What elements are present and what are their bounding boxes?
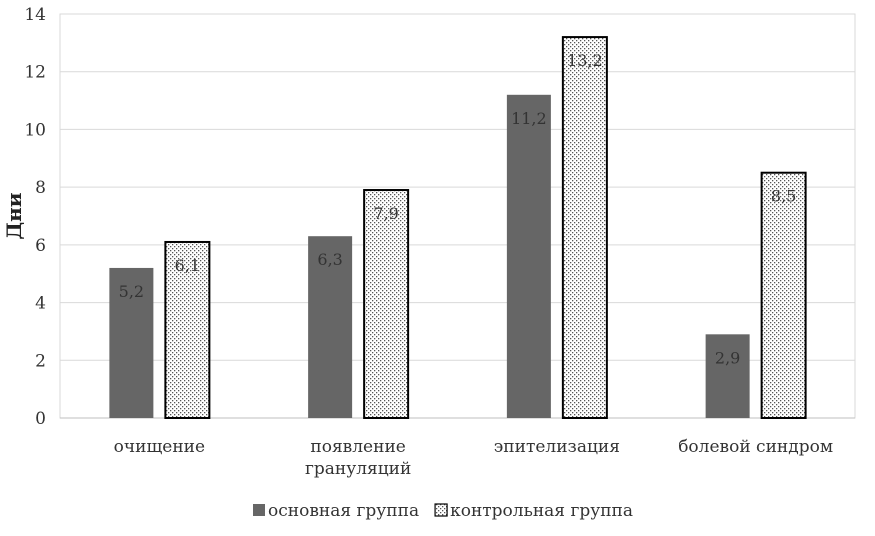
bar-kontrolnaya [760, 171, 807, 419]
y-tick-label: 0 [35, 409, 46, 429]
data-label: 8,5 [771, 187, 796, 206]
category-label: болевой синдром [678, 437, 833, 457]
y-tick-label: 8 [35, 178, 46, 198]
bars-group: 5,2 6,1 6,3 7,9 11,2 13,2 2,9 8,5 [109, 36, 807, 419]
legend: основная группа контрольная группа [253, 501, 633, 521]
legend-label: основная группа [268, 501, 419, 521]
bar-kontrolnaya [164, 240, 211, 419]
y-tick-label: 4 [35, 294, 46, 314]
category-label: очищение [114, 437, 205, 457]
data-label: 6,3 [317, 250, 342, 269]
legend-swatch-osnovnaya [253, 504, 265, 516]
bar-kontrolnaya [363, 189, 410, 419]
data-label: 11,2 [511, 109, 547, 128]
data-label: 13,2 [567, 51, 603, 70]
legend-label: контрольная группа [450, 501, 633, 521]
bar-osnovnaya [506, 94, 551, 419]
category-label: грануляций [305, 459, 411, 479]
legend-swatch-kontrolnaya [434, 503, 448, 517]
data-label: 7,9 [373, 204, 398, 223]
y-tick-label: 2 [35, 351, 46, 371]
y-tick-label: 12 [24, 63, 46, 83]
data-label: 2,9 [715, 348, 740, 367]
y-tick-label: 14 [24, 5, 46, 25]
y-axis-ticks: 0 2 4 6 8 10 12 14 [24, 5, 46, 429]
data-label: 6,1 [175, 256, 200, 275]
y-tick-label: 6 [35, 236, 46, 256]
bar-kontrolnaya [561, 36, 608, 419]
category-label: появление [310, 437, 405, 457]
y-tick-label: 10 [24, 120, 46, 140]
y-axis-label: Дни [2, 192, 26, 239]
bar-osnovnaya [308, 236, 353, 418]
bar-osnovnaya [705, 334, 750, 418]
category-label: эпителизация [494, 437, 620, 457]
data-label: 5,2 [119, 282, 144, 301]
bar-osnovnaya [109, 267, 154, 418]
